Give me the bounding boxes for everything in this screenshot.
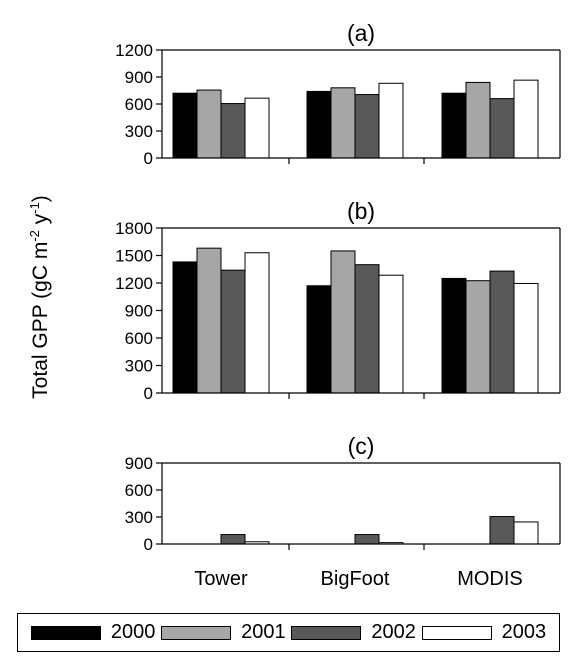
bar-2003-bigfoot bbox=[378, 274, 404, 394]
bar-2002-tower bbox=[220, 534, 246, 545]
bar-2002-modis bbox=[489, 516, 515, 545]
bar-2002-modis bbox=[489, 270, 515, 394]
y-tick-label: 300 bbox=[125, 122, 153, 141]
legend-label: 2001 bbox=[241, 621, 286, 643]
bar-2002-tower bbox=[220, 269, 246, 394]
bar-2001-tower bbox=[196, 89, 222, 159]
y-tick-label: 1500 bbox=[115, 247, 153, 266]
bar-2000-tower bbox=[172, 92, 198, 159]
y-axis-label-end: ) bbox=[29, 195, 52, 202]
bar-2001-tower bbox=[196, 247, 222, 394]
y-tick-label: 0 bbox=[144, 535, 153, 554]
chart-panel-2: (b) 0 300 600 900 1200 1500 1800 bbox=[115, 198, 561, 403]
y-axis-label: Total GPP (gC m-2 y-1) bbox=[27, 195, 52, 399]
legend-label: 2003 bbox=[501, 621, 547, 643]
y-tick-label: 600 bbox=[125, 95, 153, 114]
legend-swatch bbox=[30, 625, 101, 640]
legend-swatch bbox=[291, 625, 362, 640]
y-axis-label-main: Total GPP (gC m bbox=[29, 242, 52, 399]
y-tick-label: 0 bbox=[144, 149, 153, 168]
y-tick-label: 900 bbox=[125, 302, 153, 321]
bar-2000-bigfoot bbox=[306, 90, 332, 159]
bar-2003-tower bbox=[244, 252, 270, 394]
bar-2002-modis bbox=[489, 98, 515, 159]
y-axis-label-mid: y bbox=[29, 213, 52, 230]
bar-2003-modis bbox=[513, 79, 539, 159]
bar-2000-modis bbox=[441, 92, 467, 159]
bar-2001-bigfoot bbox=[330, 87, 356, 159]
legend: 2000 2001 2002 2003 bbox=[17, 613, 560, 652]
y-tick-label: 300 bbox=[125, 357, 153, 376]
panel-title: (a) bbox=[347, 20, 375, 46]
bar-2000-bigfoot bbox=[306, 285, 332, 394]
legend-swatch bbox=[161, 625, 232, 640]
y-tick-label: 0 bbox=[144, 384, 153, 403]
bar-2001-modis bbox=[465, 81, 491, 159]
y-tick-label: 1200 bbox=[115, 41, 153, 60]
gpp-bar-chart-figure: Total GPP (gC m-2 y-1) (a) 0 300 600 900 1200… bbox=[27, 20, 561, 590]
category-label-bigfoot: BigFoot bbox=[321, 568, 390, 590]
legend-item-2000: 2000 bbox=[30, 621, 156, 644]
panel-title: (b) bbox=[347, 198, 375, 224]
chart-panel-1: (a) 0 300 600 900 1200 bbox=[115, 20, 561, 168]
chart-panel-3: (c) 0 300 600 900 Tower BigFoot MODIS bbox=[125, 433, 561, 590]
y-tick-label: 1200 bbox=[115, 274, 153, 293]
y-tick-label: 600 bbox=[125, 481, 153, 500]
legend-item-2001: 2001 bbox=[161, 621, 286, 644]
y-axis-label-sup1: -2 bbox=[27, 230, 42, 242]
y-tick-label: 300 bbox=[125, 508, 153, 527]
y-axis-label-sup2: -1 bbox=[27, 202, 42, 214]
legend-item-2002: 2002 bbox=[291, 621, 416, 644]
y-tick-label: 900 bbox=[125, 68, 153, 87]
panel-title: (c) bbox=[348, 433, 375, 459]
legend-label: 2000 bbox=[110, 621, 156, 643]
bar-2003-modis bbox=[513, 521, 539, 545]
bar-2003-bigfoot bbox=[378, 82, 404, 159]
bar-2001-modis bbox=[465, 280, 491, 394]
category-label-tower: Tower bbox=[194, 568, 248, 590]
y-tick-label: 1800 bbox=[115, 219, 153, 238]
category-label-modis: MODIS bbox=[457, 568, 523, 590]
legend-label: 2002 bbox=[371, 621, 416, 643]
y-tick-label: 600 bbox=[125, 329, 153, 348]
bar-2000-modis bbox=[441, 277, 467, 394]
bar-2002-bigfoot bbox=[354, 534, 380, 545]
bar-2002-bigfoot bbox=[354, 94, 380, 159]
bar-2001-bigfoot bbox=[330, 250, 356, 394]
legend-item-2003: 2003 bbox=[421, 621, 547, 644]
y-tick-label: 900 bbox=[125, 454, 153, 473]
bar-2003-modis bbox=[513, 282, 539, 394]
bar-2000-tower bbox=[172, 261, 198, 394]
bar-2002-bigfoot bbox=[354, 264, 380, 394]
bar-2003-tower bbox=[244, 97, 270, 159]
bar-2002-tower bbox=[220, 103, 246, 159]
legend-swatch bbox=[421, 625, 492, 640]
